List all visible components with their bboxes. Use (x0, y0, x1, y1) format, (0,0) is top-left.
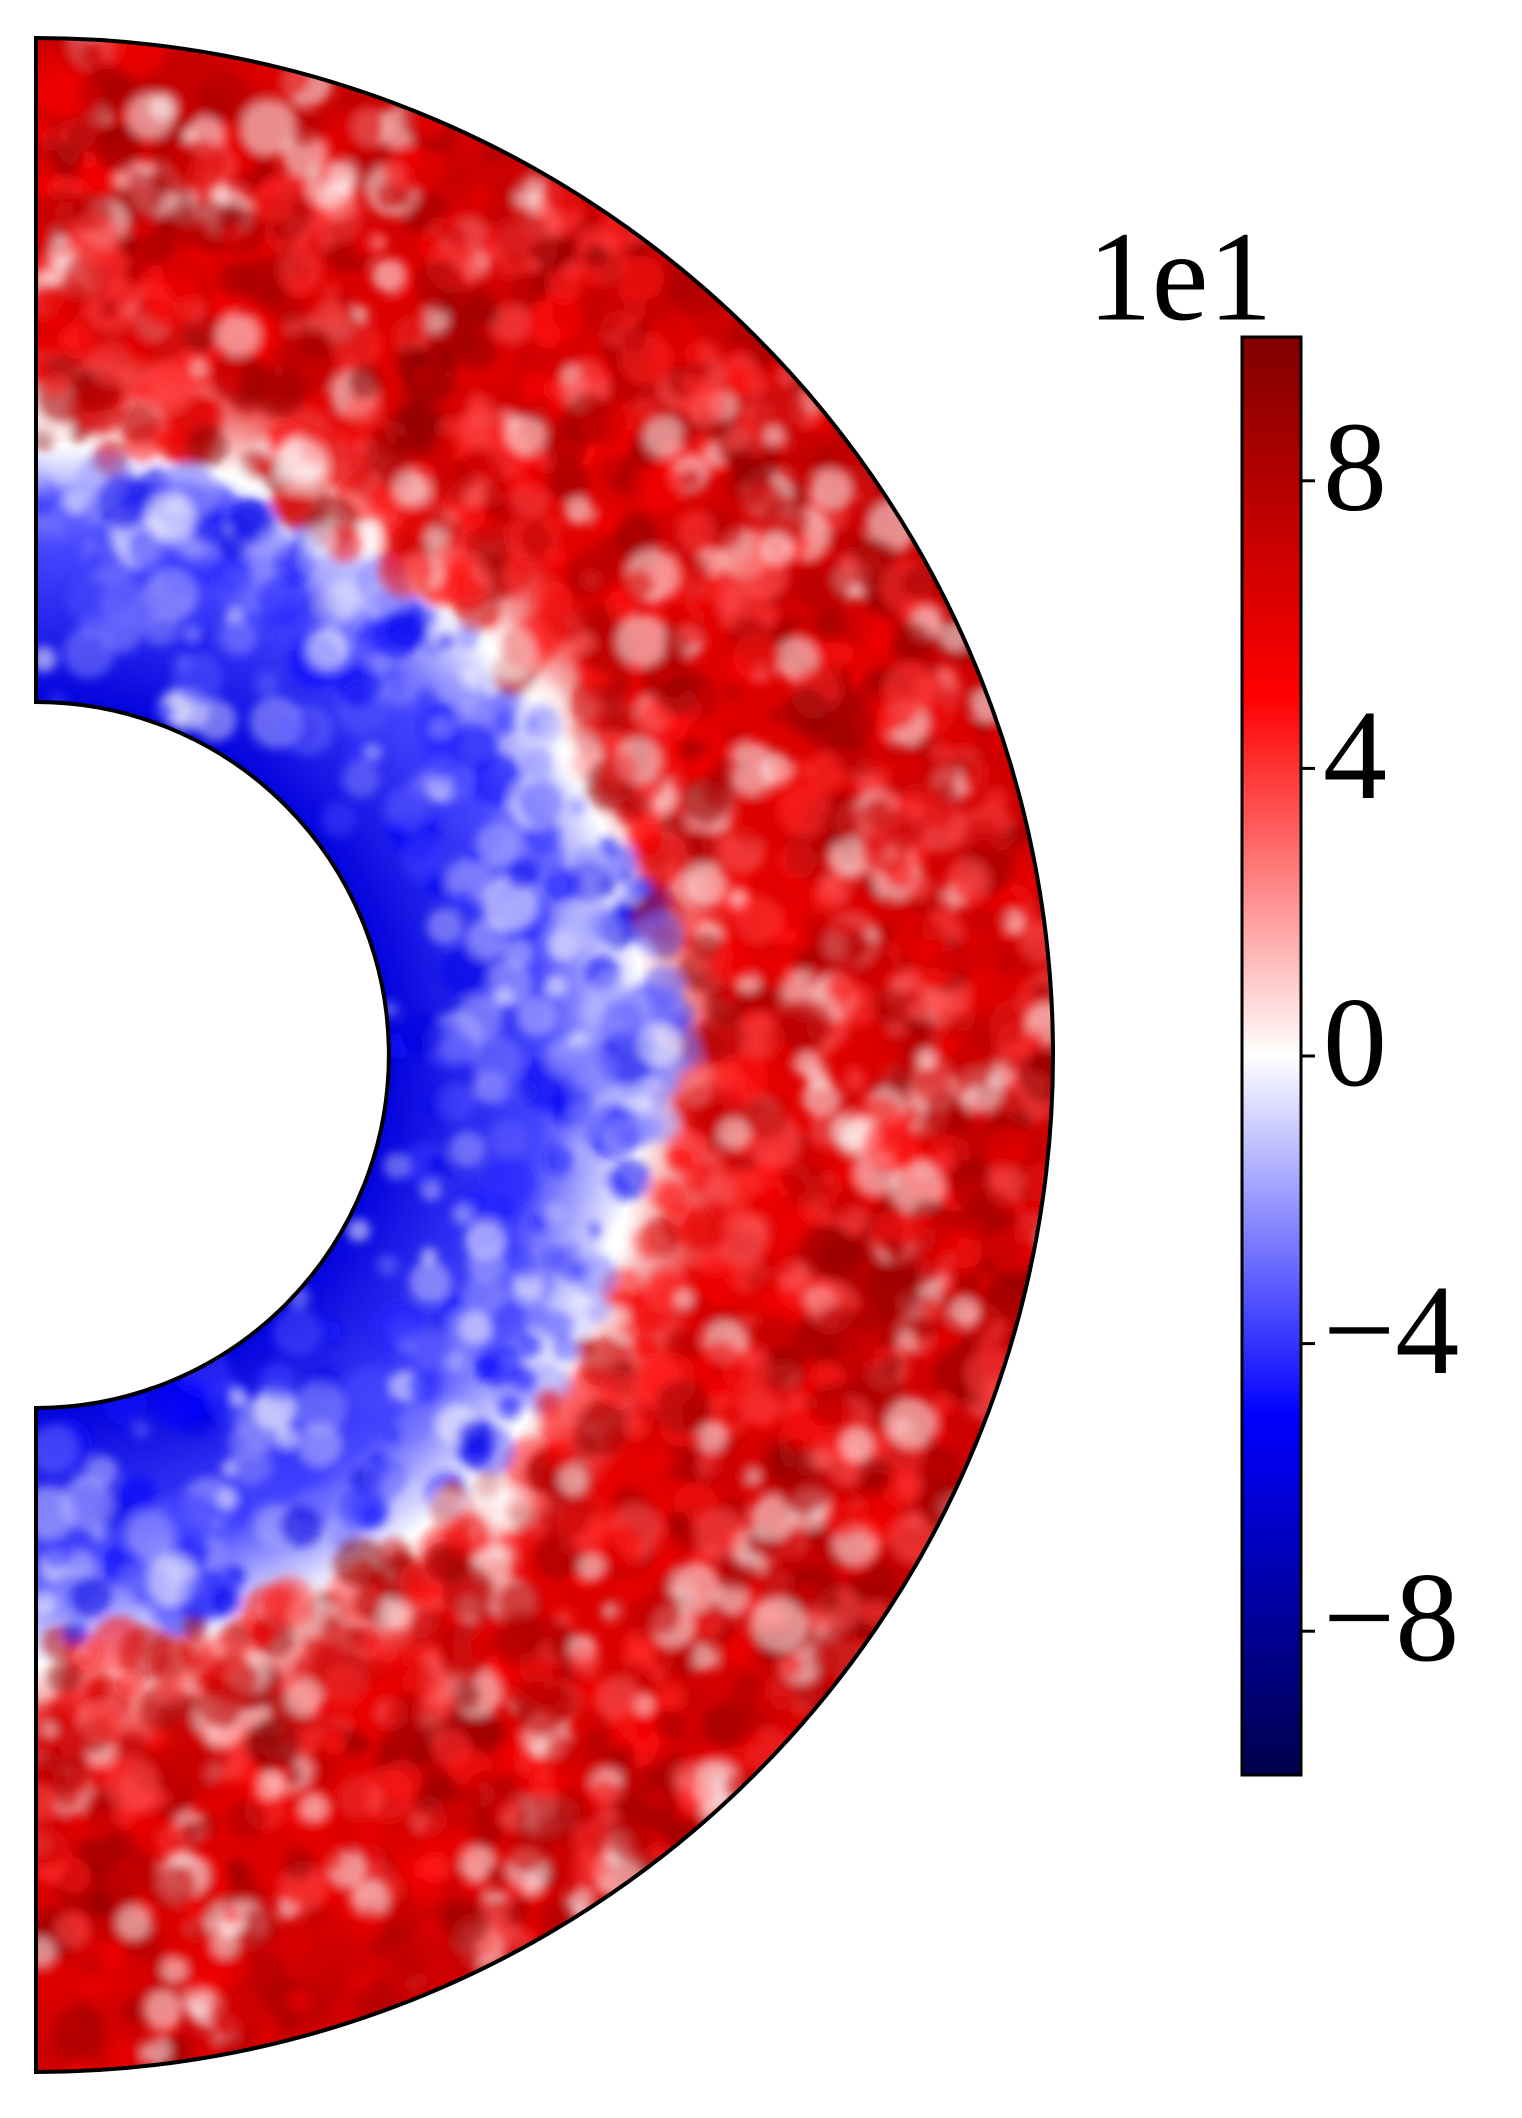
field (36, 38, 1053, 2072)
colorbar-tick-label: 4 (1323, 684, 1387, 826)
colorbar-tick-label: 8 (1323, 396, 1387, 538)
domain-outline (34, 35, 1055, 2075)
colorbar-tick-label: 0 (1323, 971, 1387, 1113)
colorbar-tick-label: −4 (1323, 1259, 1459, 1401)
colorbar-tick-label: −8 (1323, 1547, 1459, 1689)
offset-label: 1e1 (1088, 205, 1273, 347)
colorbar (1240, 335, 1303, 1777)
field-texture (36, 38, 1053, 2072)
